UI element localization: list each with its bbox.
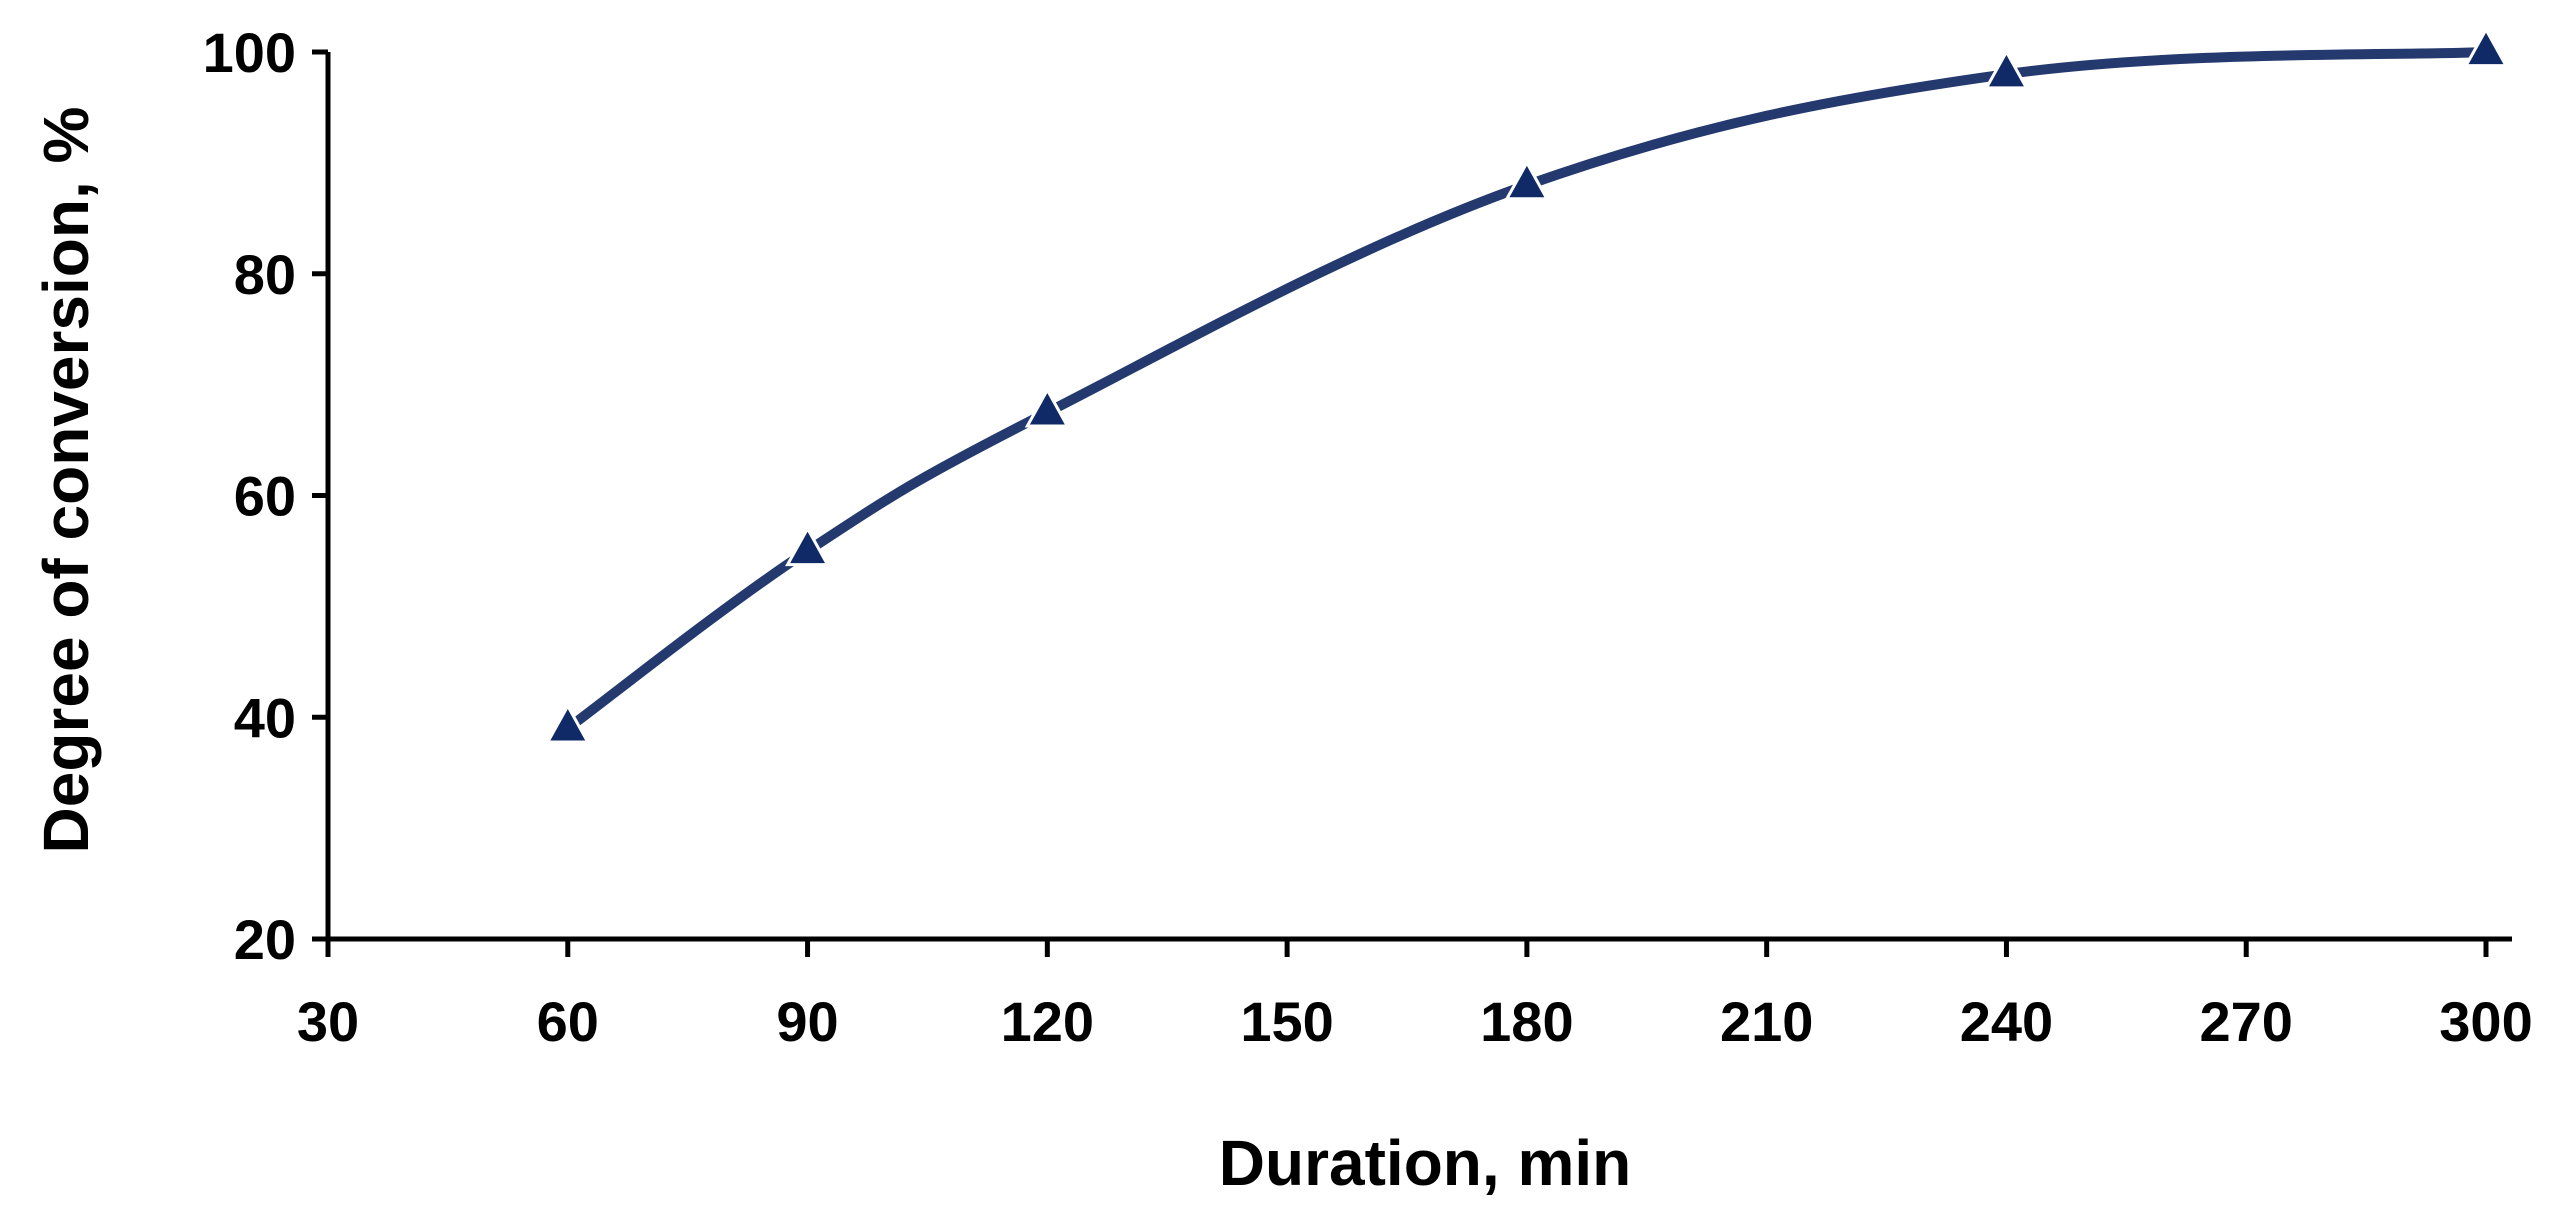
x-tick-label: 210: [1720, 990, 1813, 1053]
y-tick-label: 20: [234, 908, 296, 971]
y-tick-labels: 20 40 60 80 100: [203, 21, 296, 971]
data-series: [562, 47, 2491, 734]
data-point-marker: [545, 702, 591, 744]
x-tick-label: 30: [297, 990, 359, 1053]
y-tick-label: 40: [234, 686, 296, 749]
x-tick-label: 270: [2200, 990, 2293, 1053]
data-markers: [545, 26, 2509, 744]
y-tick-label: 60: [234, 465, 296, 528]
x-tick-labels: 30 60 90 120 150 180 210 240 270 300: [297, 990, 2533, 1053]
tick-marks: [312, 49, 2489, 957]
data-point-marker: [1024, 386, 1070, 428]
data-point-marker: [785, 525, 831, 567]
x-tick-label: 90: [776, 990, 838, 1053]
x-tick-label: 60: [537, 990, 599, 1053]
data-point-marker: [1983, 48, 2029, 90]
x-tick-label: 240: [1960, 990, 2053, 1053]
series-line: [562, 47, 2491, 734]
data-point-marker: [2463, 26, 2509, 68]
x-axis-title: Duration, min: [1219, 1127, 1631, 1199]
axes: [325, 52, 2512, 942]
x-tick-label: 300: [2439, 990, 2532, 1053]
y-tick-label: 80: [234, 243, 296, 306]
data-point-marker: [1504, 159, 1550, 201]
y-tick-label: 100: [203, 21, 296, 84]
y-axis-title: Degree of conversion, %: [30, 107, 102, 854]
x-tick-label: 150: [1240, 990, 1333, 1053]
x-tick-label: 180: [1480, 990, 1573, 1053]
x-tick-label: 120: [1001, 990, 1094, 1053]
